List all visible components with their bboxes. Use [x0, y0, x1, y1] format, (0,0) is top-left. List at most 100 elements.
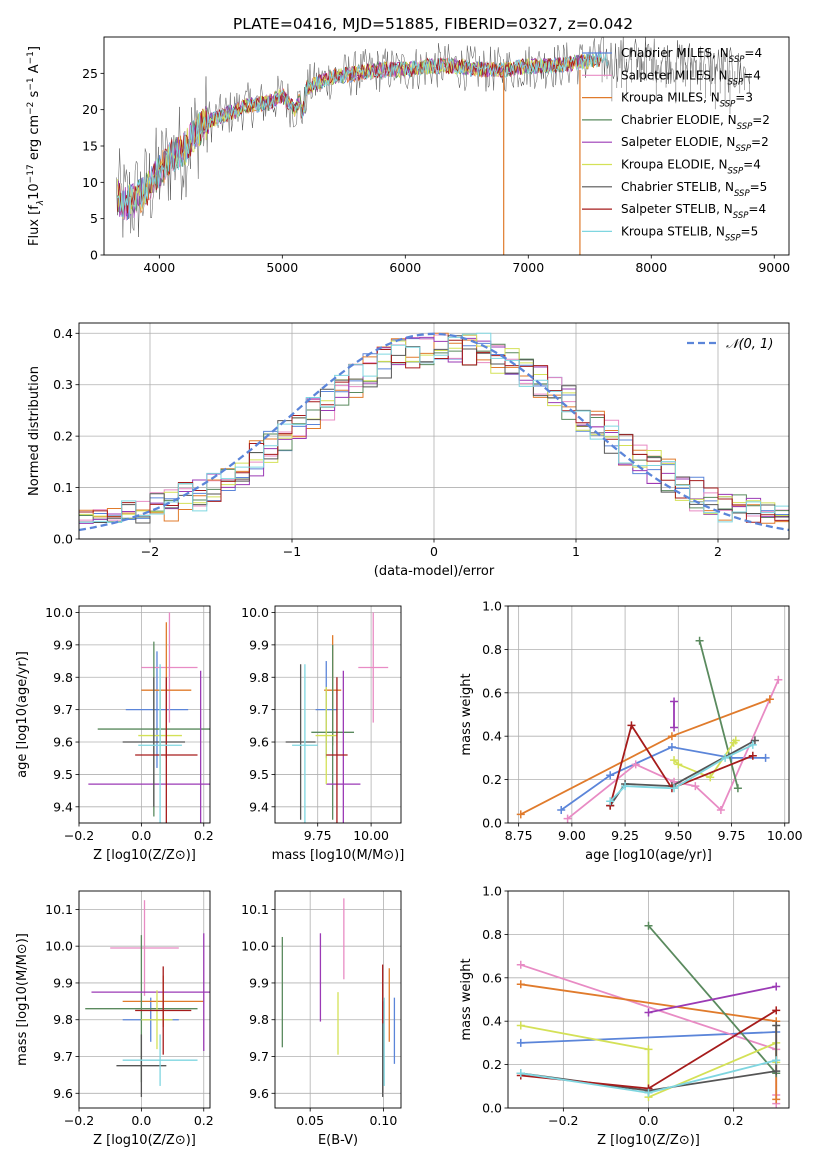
y-tick-label: 9.8 — [53, 1012, 73, 1027]
legend-nssp: 2 — [761, 135, 769, 149]
legend-nssp: 5 — [760, 180, 768, 194]
y-tick-label: 0 — [90, 248, 98, 263]
plot-area-residuals — [79, 332, 789, 532]
x-tick-label: 9.75 — [718, 828, 746, 843]
x-tick-label: 6000 — [389, 260, 421, 275]
axes-frame — [507, 890, 790, 1109]
weight-marker-6 — [706, 773, 715, 782]
weight-marker-2 — [716, 805, 725, 814]
legend-series-name: Salpeter ELODIE — [621, 135, 719, 149]
x-tick-label: 1 — [572, 544, 580, 559]
x-tick-label: 8000 — [635, 260, 667, 275]
weight-marker-9 — [606, 797, 615, 806]
x-axis-label: (data-model)/error — [374, 564, 495, 579]
weight-marker-8 — [748, 751, 757, 760]
weight-marker-8 — [772, 1006, 781, 1015]
y-tick-label: 5 — [90, 211, 98, 226]
y-tick-label: 0.4 — [53, 326, 73, 341]
x-tick-label: 0.0 — [639, 1113, 659, 1128]
weight-marker-1 — [606, 771, 615, 780]
y-tick-label: 0.2 — [53, 429, 73, 444]
x-tick-label: 4000 — [143, 260, 175, 275]
x-tick-label: −2 — [141, 544, 159, 559]
x-tick-label: 5000 — [266, 260, 298, 275]
x-tick-label: 0.0 — [131, 1113, 151, 1128]
weight-marker-2 — [774, 675, 783, 684]
y-tick-label: 9.4 — [249, 799, 269, 814]
x-tick-label: 10.00 — [353, 828, 389, 843]
weight-marker-3 — [516, 810, 525, 819]
y-tick-label: 0.3 — [53, 377, 73, 392]
legend-nssp: 4 — [758, 202, 766, 216]
y-tick-label: 15 — [82, 139, 98, 154]
legend-series-name: Kroupa ELODIE — [621, 158, 711, 172]
x-axis-label: Z [log10(Z/Z⊙)] — [597, 1133, 700, 1148]
weight-line-1 — [520, 1031, 777, 1044]
y-tick-label: 0.0 — [53, 532, 73, 547]
weight-marker-6 — [644, 1045, 653, 1054]
legend-spectrum: Chabrier MILES, NSSP=4 Salpeter MILES, NS… — [582, 46, 770, 243]
legend-series-name: Chabrier MILES — [621, 46, 712, 60]
weight-marker-9 — [721, 753, 730, 762]
legend-entry-3: Kroupa MILES, NSSP=3 — [621, 91, 753, 110]
weight-marker-3 — [772, 1095, 781, 1104]
y-tick-label: 9.6 — [53, 735, 73, 750]
legend-series-name: Chabrier STELIB — [621, 180, 717, 194]
legend-entry-5: Salpeter ELODIE, NSSP=2 — [621, 135, 769, 154]
plot-area-mass_vs_EBV — [281, 898, 396, 1097]
x-axis-label: mass [log10(M/M⊙)] — [272, 848, 405, 863]
legend-entry-4: Chabrier ELODIE, NSSP=2 — [621, 113, 770, 132]
y-tick-label: 0.6 — [482, 970, 502, 985]
y-tick-label: 9.6 — [249, 1086, 269, 1101]
plot-area-age_vs_mass — [285, 612, 389, 823]
panel-mass_vs_EBV: 0.05 0.10 9.6 9.7 9.8 9.9 10.0 10.1 E(B-V) — [241, 890, 402, 1148]
legend-entry-8: Salpeter STELIB, NSSP=4 — [621, 202, 766, 221]
histogram-series-5 — [79, 336, 789, 524]
x-tick-label: 0.2 — [194, 828, 214, 843]
panel-mass_vs_Z: −0.2 0.0 0.2 9.6 9.7 9.8 9.9 10.0 10.1 Z [log10(Z… — [15, 890, 214, 1148]
legend-entry-6: Kroupa ELODIE, NSSP=4 — [621, 158, 761, 177]
weight-marker-3 — [667, 732, 676, 741]
x-axis-label: Z [log10(Z/Z⊙)] — [93, 1133, 196, 1148]
weight-marker-4 — [695, 636, 704, 645]
weight-marker-9 — [516, 1069, 525, 1078]
axes-frame — [274, 890, 402, 1109]
y-tick-label: 10.1 — [241, 902, 269, 917]
legend-entry-7: Chabrier STELIB, NSSP=5 — [621, 180, 767, 199]
y-axis-label: age [log10(age/yr)] — [15, 651, 30, 778]
y-tick-label: 9.4 — [53, 799, 73, 814]
axes-frame — [78, 890, 211, 1109]
x-tick-label: 9.25 — [611, 828, 639, 843]
x-tick-label: 0.10 — [369, 1113, 397, 1128]
y-tick-label: 10.0 — [45, 939, 73, 954]
weight-marker-3 — [516, 980, 525, 989]
y-tick-label: 0.4 — [482, 1014, 502, 1029]
y-tick-label: 20 — [82, 102, 98, 117]
y-axis-label: Normed distribution — [27, 366, 42, 496]
weight-line-8 — [609, 723, 754, 806]
panel-residuals: −2 −1 0 1 2 0.0 0.1 0.2 0.3 0.4 (data-model)/error… — [27, 322, 790, 579]
y-tick-label: 10.0 — [45, 605, 73, 620]
weight-marker-1 — [557, 805, 566, 814]
plot-area-mass_vs_Z — [85, 900, 210, 1097]
normal-curve — [79, 332, 789, 532]
weight-marker-2 — [691, 782, 700, 791]
spectrum-line-7 — [117, 53, 602, 219]
weight-marker-1 — [761, 753, 770, 762]
y-tick-label: 9.7 — [249, 1049, 269, 1064]
weight-line-2 — [567, 679, 780, 820]
y-tick-label: 10.0 — [241, 605, 269, 620]
y-tick-label: 0.0 — [482, 1101, 502, 1116]
histogram-series-9 — [79, 332, 789, 524]
histogram-series-3 — [79, 332, 789, 524]
x-axis-label: age [log10(age/yr)] — [585, 848, 712, 863]
y-tick-label: 0.8 — [482, 642, 502, 657]
x-axis-label: Z [log10(Z/Z⊙)] — [93, 848, 196, 863]
weight-marker-9 — [670, 784, 679, 793]
x-tick-label: 10.00 — [767, 828, 803, 843]
legend-nssp: 3 — [745, 91, 753, 105]
y-tick-label: 10.0 — [241, 939, 269, 954]
legend-nssp: 5 — [751, 224, 759, 238]
weight-line-5 — [648, 985, 777, 1014]
